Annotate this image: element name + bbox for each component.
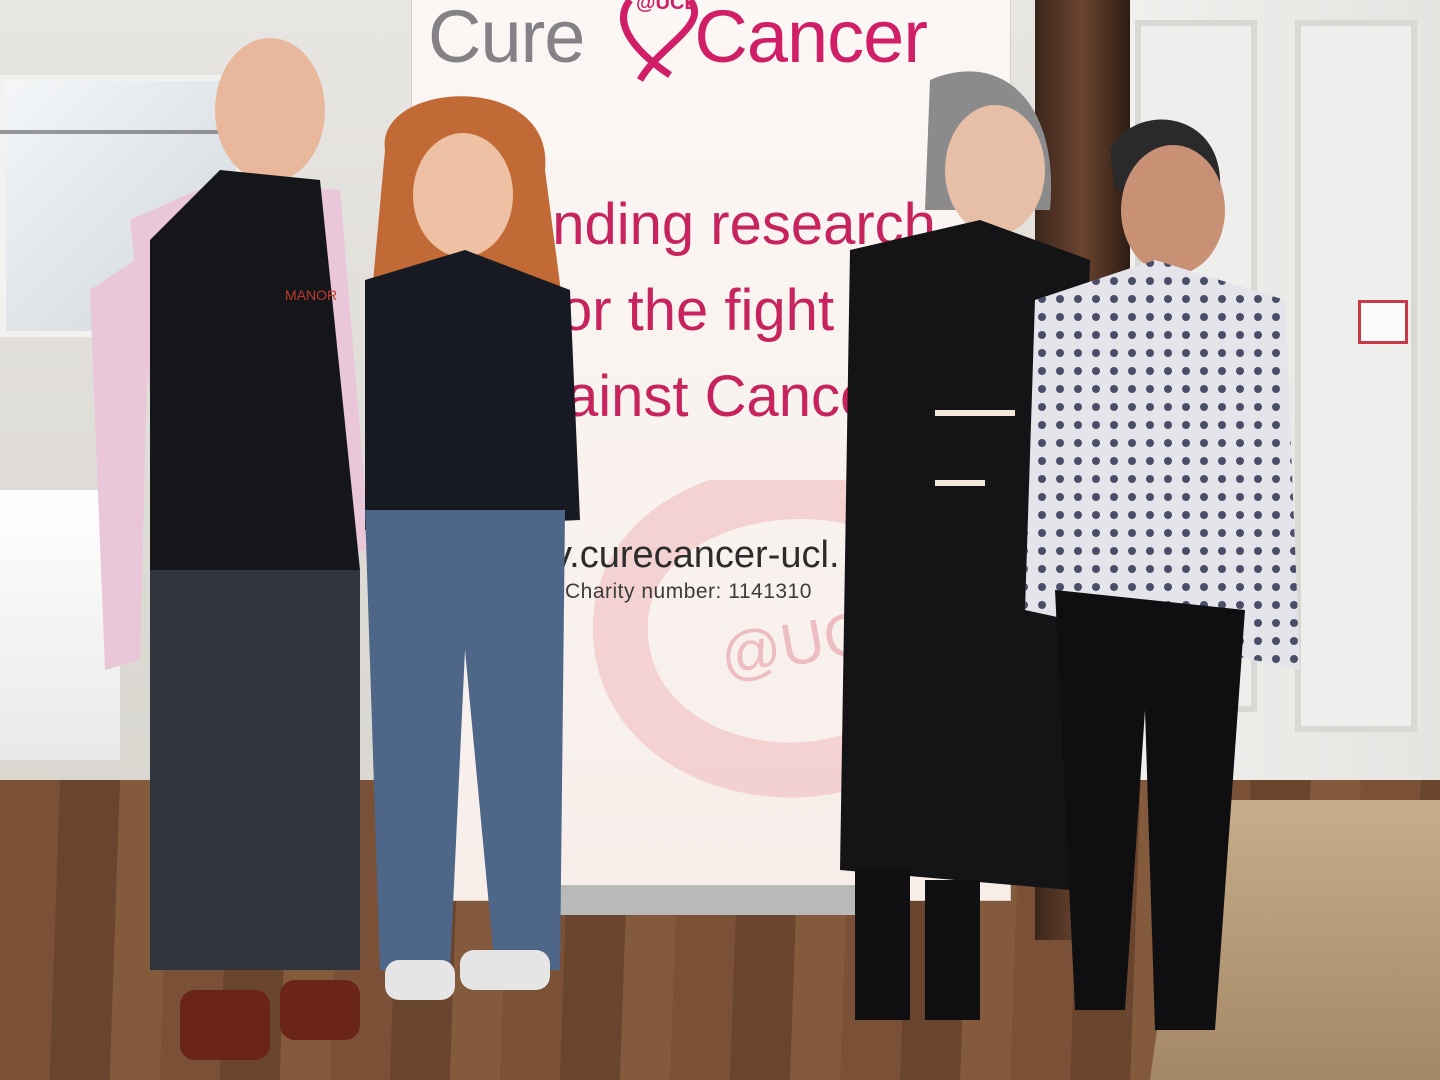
slogan-line-1: unding research — [520, 192, 936, 257]
logo-word-cure: Cure — [428, 0, 585, 78]
window-rail — [0, 130, 230, 134]
person-woman-red-hair — [365, 96, 580, 1000]
charity-number: Charity number: 1141310 — [565, 580, 812, 603]
banner-website: v.curecancer-ucl. — [553, 534, 840, 576]
slogan-line-3: ainst Cance — [566, 364, 873, 429]
door-panel-right — [1295, 20, 1417, 732]
slogan-line-2: or the fight — [560, 278, 835, 343]
logo-word-cancer: Cancer — [694, 0, 928, 78]
ribbon-logo-icon — [620, 0, 699, 82]
person-woman-patterned-blouse — [1025, 119, 1300, 1030]
logo-ucl: @UCL — [636, 0, 697, 14]
ribbon-watermark — [592, 480, 909, 798]
banner-stand-base — [540, 885, 885, 915]
cure-cancer-logo: Cure Cancer — [428, 0, 928, 74]
person-man-left: MANOR — [90, 38, 370, 1060]
wall-switch — [1358, 300, 1408, 344]
person-woman-black-dress — [840, 71, 1090, 1020]
vest-logo: MANOR — [285, 287, 337, 303]
